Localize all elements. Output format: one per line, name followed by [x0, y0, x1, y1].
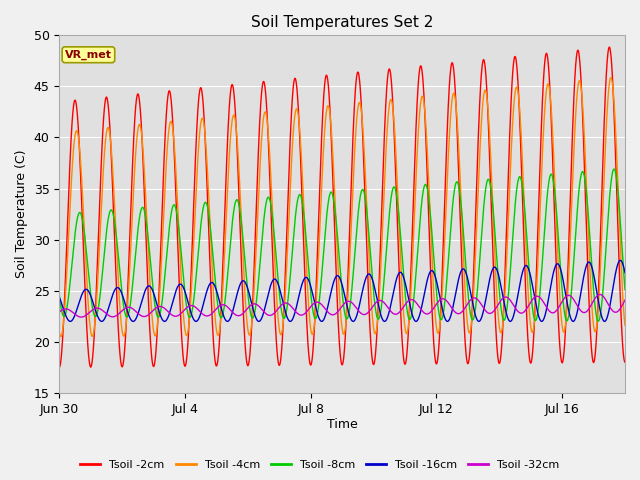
Tsoil -8cm	[213, 298, 221, 304]
Tsoil -2cm	[177, 311, 184, 316]
Tsoil -4cm	[408, 280, 415, 286]
Tsoil -8cm	[621, 287, 629, 293]
Tsoil -8cm	[610, 166, 618, 172]
Tsoil -2cm	[621, 360, 629, 365]
Tsoil -32cm	[177, 311, 184, 317]
Tsoil -2cm	[56, 364, 63, 370]
Tsoil -4cm	[214, 332, 221, 337]
Tsoil -16cm	[397, 270, 405, 276]
Tsoil -4cm	[621, 321, 628, 327]
Tsoil -16cm	[214, 291, 221, 297]
Tsoil -32cm	[596, 292, 604, 298]
Tsoil -32cm	[408, 297, 415, 302]
Tsoil -16cm	[616, 257, 624, 263]
Tsoil -8cm	[621, 285, 628, 291]
Tsoil -8cm	[397, 243, 405, 249]
Tsoil -32cm	[621, 298, 628, 303]
Tsoil -8cm	[177, 242, 184, 248]
Tsoil -4cm	[607, 75, 614, 81]
Tsoil -4cm	[397, 275, 405, 281]
Tsoil -8cm	[595, 318, 602, 324]
Tsoil -2cm	[605, 44, 613, 50]
Tsoil -2cm	[397, 323, 405, 329]
Tsoil -32cm	[397, 307, 405, 312]
Tsoil -16cm	[621, 269, 628, 275]
Tsoil -16cm	[67, 319, 74, 324]
Tsoil -2cm	[213, 361, 221, 367]
X-axis label: Time: Time	[327, 419, 358, 432]
Tsoil -16cm	[568, 317, 575, 323]
Tsoil -16cm	[408, 309, 415, 314]
Tsoil -4cm	[57, 334, 65, 339]
Tsoil -4cm	[56, 329, 63, 335]
Tsoil -16cm	[621, 270, 629, 276]
Tsoil -32cm	[568, 294, 575, 300]
Line: Tsoil -4cm: Tsoil -4cm	[60, 78, 625, 336]
Title: Soil Temperatures Set 2: Soil Temperatures Set 2	[251, 15, 433, 30]
Tsoil -2cm	[408, 260, 415, 266]
Tsoil -16cm	[56, 294, 63, 300]
Tsoil -2cm	[621, 359, 628, 365]
Legend: Tsoil -2cm, Tsoil -4cm, Tsoil -8cm, Tsoil -16cm, Tsoil -32cm: Tsoil -2cm, Tsoil -4cm, Tsoil -8cm, Tsoi…	[76, 456, 564, 474]
Tsoil -32cm	[621, 297, 629, 303]
Text: VR_met: VR_met	[65, 49, 112, 60]
Tsoil -8cm	[408, 313, 415, 319]
Tsoil -16cm	[177, 281, 184, 287]
Tsoil -32cm	[214, 305, 221, 311]
Line: Tsoil -2cm: Tsoil -2cm	[60, 47, 625, 367]
Tsoil -32cm	[56, 309, 63, 315]
Tsoil -4cm	[568, 208, 575, 214]
Tsoil -8cm	[56, 292, 63, 298]
Line: Tsoil -32cm: Tsoil -32cm	[60, 295, 625, 317]
Y-axis label: Soil Temperature (C): Soil Temperature (C)	[15, 150, 28, 278]
Tsoil -2cm	[568, 166, 575, 171]
Line: Tsoil -8cm: Tsoil -8cm	[60, 169, 625, 321]
Tsoil -4cm	[177, 265, 184, 271]
Tsoil -32cm	[77, 314, 85, 320]
Line: Tsoil -16cm: Tsoil -16cm	[60, 260, 625, 322]
Tsoil -4cm	[621, 323, 629, 328]
Tsoil -8cm	[568, 291, 575, 297]
